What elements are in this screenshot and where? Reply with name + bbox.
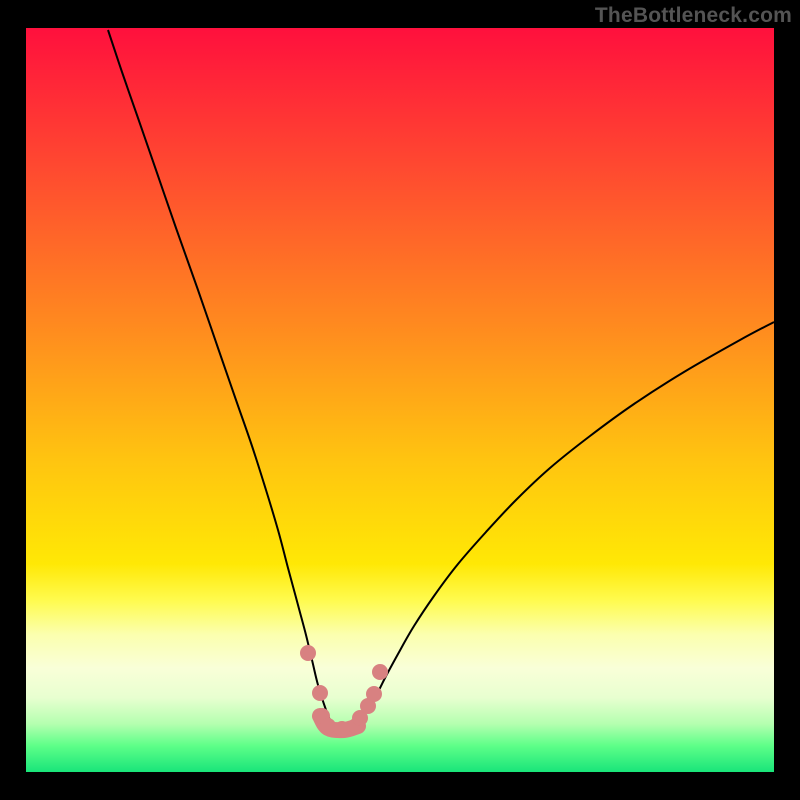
curve-marker [366, 686, 382, 702]
curve-marker [300, 645, 316, 661]
watermark-text: TheBottleneck.com [595, 4, 792, 28]
curve-marker [320, 718, 336, 734]
curve-marker [312, 685, 328, 701]
curve-marker [334, 721, 350, 737]
bottleneck-chart [0, 0, 800, 800]
chart-container: TheBottleneck.com [0, 0, 800, 800]
curve-marker [372, 664, 388, 680]
gradient-background [26, 28, 774, 772]
